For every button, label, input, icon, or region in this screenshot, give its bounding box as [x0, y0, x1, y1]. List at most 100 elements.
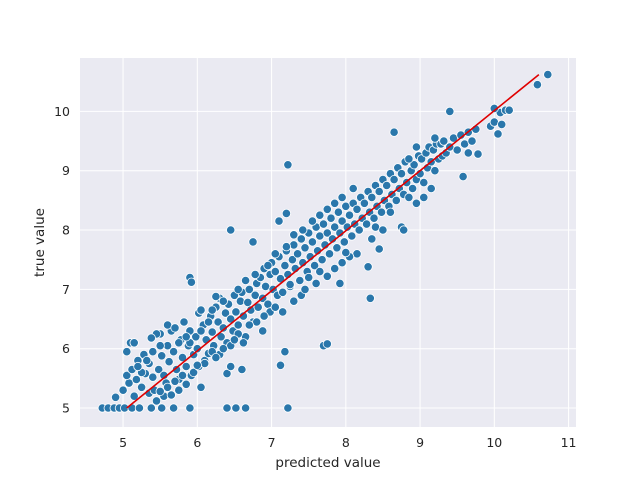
- data-point: [285, 279, 295, 290]
- data-point: [148, 372, 158, 382]
- data-point: [207, 327, 217, 337]
- x-tick-labels: 5 6 7 8 9 10 11: [119, 435, 576, 450]
- data-point: [382, 180, 392, 191]
- data-point: [309, 260, 320, 271]
- x-tick-label: 6: [193, 435, 201, 450]
- data-point: [166, 390, 176, 400]
- data-point: [359, 198, 369, 208]
- data-point: [131, 374, 141, 385]
- data-point: [352, 204, 362, 214]
- data-point: [169, 403, 179, 413]
- data-point: [222, 368, 232, 379]
- data-point: [146, 403, 156, 413]
- data-point: [337, 192, 347, 202]
- data-point: [322, 228, 332, 238]
- data-point: [177, 370, 188, 380]
- data-point: [192, 344, 202, 354]
- x-tick-label: 10: [486, 435, 502, 450]
- data-point: [148, 347, 158, 357]
- data-point: [213, 317, 223, 327]
- data-point: [192, 360, 202, 370]
- y-tick-label: 7: [62, 282, 70, 297]
- data-point: [385, 207, 395, 217]
- data-point: [270, 266, 280, 277]
- data-point: [244, 284, 254, 294]
- data-point: [283, 160, 293, 170]
- data-point: [253, 302, 263, 312]
- data-point: [341, 248, 351, 258]
- data-point: [170, 323, 180, 333]
- data-point: [318, 219, 329, 229]
- data-point: [280, 260, 290, 271]
- data-point: [296, 234, 306, 244]
- data-point: [226, 361, 236, 372]
- data-point: [376, 207, 387, 217]
- data-point: [295, 275, 305, 286]
- data-point: [367, 234, 377, 244]
- data-point: [238, 338, 248, 348]
- data-point: [411, 198, 421, 208]
- data-point: [233, 320, 243, 330]
- data-point: [250, 269, 260, 280]
- data-point: [181, 332, 191, 342]
- data-point: [163, 382, 173, 392]
- data-point: [181, 361, 191, 372]
- data-point: [463, 148, 473, 158]
- data-point: [218, 296, 228, 306]
- data-point: [322, 339, 332, 349]
- data-point: [363, 262, 373, 272]
- data-point: [467, 136, 477, 146]
- data-point: [133, 361, 143, 372]
- data-points: [97, 70, 553, 413]
- data-point: [399, 225, 409, 235]
- data-point: [155, 341, 165, 351]
- data-point: [289, 296, 299, 306]
- y-tick-label: 9: [62, 163, 70, 178]
- data-point: [333, 207, 343, 217]
- data-point: [532, 80, 543, 90]
- x-tick-label: 8: [342, 435, 350, 450]
- data-point: [337, 258, 347, 268]
- fit-line: [126, 73, 540, 409]
- data-point: [344, 210, 355, 220]
- data-point: [241, 275, 251, 286]
- x-tick-label: 9: [416, 435, 424, 450]
- data-point: [111, 392, 121, 402]
- data-point: [226, 225, 236, 235]
- data-point: [322, 271, 332, 281]
- data-point: [278, 307, 288, 317]
- data-point: [458, 172, 468, 182]
- data-point: [169, 347, 179, 357]
- data-point: [218, 344, 228, 354]
- data-point: [419, 192, 429, 202]
- data-point: [118, 385, 128, 395]
- data-point: [229, 335, 239, 345]
- data-point: [322, 204, 332, 214]
- data-point: [151, 396, 162, 406]
- data-point: [430, 133, 440, 143]
- data-point: [196, 326, 206, 336]
- data-point: [157, 351, 167, 361]
- data-point: [235, 296, 245, 306]
- data-point: [445, 106, 455, 117]
- data-point: [211, 291, 221, 302]
- y-tick-label: 5: [62, 401, 70, 416]
- data-point: [391, 195, 401, 205]
- data-point: [339, 237, 349, 247]
- data-point: [155, 386, 165, 396]
- data-point: [473, 149, 483, 159]
- data-point: [181, 379, 191, 389]
- data-point: [177, 352, 188, 363]
- data-point: [307, 237, 317, 247]
- data-point: [307, 216, 317, 226]
- data-point: [409, 160, 419, 170]
- data-point: [304, 272, 314, 283]
- data-point: [274, 216, 284, 226]
- data-point: [241, 403, 251, 413]
- data-point: [142, 355, 152, 366]
- data-point: [361, 219, 372, 229]
- data-point: [244, 320, 254, 330]
- data-point: [430, 166, 440, 176]
- data-point: [300, 284, 310, 294]
